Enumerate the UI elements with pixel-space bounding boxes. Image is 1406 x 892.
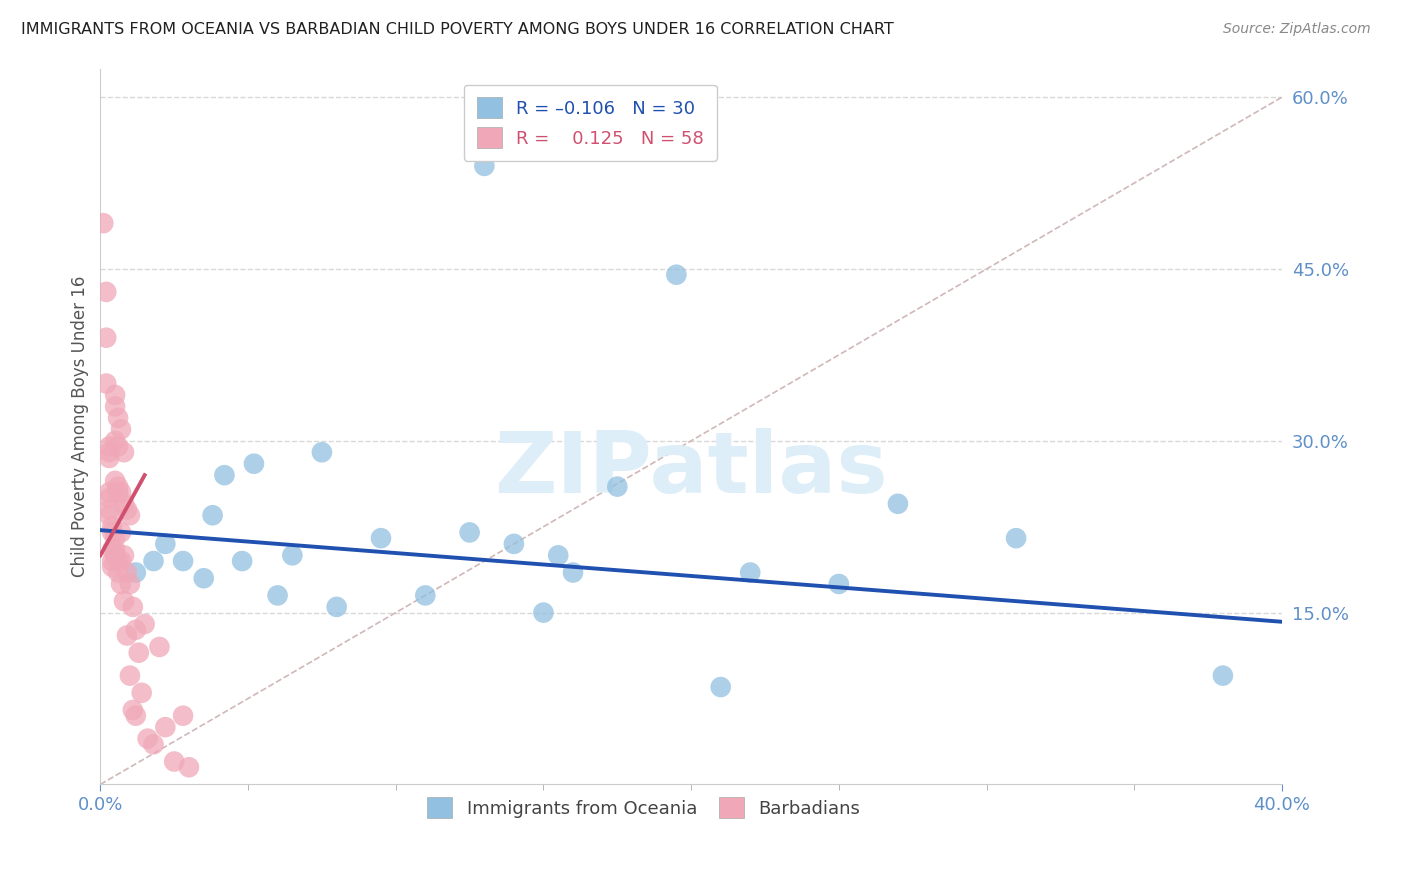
Point bbox=[115, 502, 138, 516]
Point bbox=[136, 731, 159, 746]
Point bbox=[110, 525, 132, 540]
Point bbox=[142, 554, 165, 568]
Point bbox=[112, 549, 135, 563]
Point bbox=[98, 485, 121, 500]
Point bbox=[115, 566, 138, 580]
Point bbox=[1005, 531, 1028, 545]
Point bbox=[125, 708, 148, 723]
Point bbox=[155, 537, 177, 551]
Point bbox=[107, 554, 129, 568]
Point bbox=[104, 388, 127, 402]
Point bbox=[128, 646, 150, 660]
Point bbox=[110, 577, 132, 591]
Point bbox=[125, 566, 148, 580]
Text: Source: ZipAtlas.com: Source: ZipAtlas.com bbox=[1223, 22, 1371, 37]
Point bbox=[104, 542, 127, 557]
Point bbox=[740, 566, 762, 580]
Point bbox=[134, 617, 156, 632]
Point bbox=[112, 445, 135, 459]
Point bbox=[163, 755, 186, 769]
Point bbox=[118, 577, 141, 591]
Point bbox=[131, 686, 153, 700]
Point bbox=[107, 410, 129, 425]
Point bbox=[98, 502, 121, 516]
Point bbox=[101, 559, 124, 574]
Point bbox=[104, 474, 127, 488]
Point bbox=[101, 519, 124, 533]
Point bbox=[98, 445, 121, 459]
Point bbox=[96, 285, 118, 299]
Point bbox=[110, 422, 132, 436]
Point bbox=[887, 497, 910, 511]
Point bbox=[118, 668, 141, 682]
Point bbox=[413, 589, 436, 603]
Point bbox=[665, 268, 688, 282]
Point bbox=[1212, 668, 1234, 682]
Point bbox=[110, 554, 132, 568]
Point bbox=[562, 566, 585, 580]
Point bbox=[96, 331, 118, 345]
Point bbox=[104, 549, 127, 563]
Point bbox=[91, 216, 114, 230]
Point bbox=[828, 577, 851, 591]
Point bbox=[107, 566, 129, 580]
Point bbox=[112, 594, 135, 608]
Point bbox=[231, 554, 253, 568]
Point bbox=[96, 376, 118, 391]
Point bbox=[125, 623, 148, 637]
Point bbox=[142, 737, 165, 751]
Point bbox=[121, 703, 143, 717]
Point bbox=[370, 531, 392, 545]
Point bbox=[474, 159, 496, 173]
Text: IMMIGRANTS FROM OCEANIA VS BARBADIAN CHILD POVERTY AMONG BOYS UNDER 16 CORRELATI: IMMIGRANTS FROM OCEANIA VS BARBADIAN CHI… bbox=[21, 22, 894, 37]
Point bbox=[118, 508, 141, 523]
Point bbox=[110, 485, 132, 500]
Y-axis label: Child Poverty Among Boys Under 16: Child Poverty Among Boys Under 16 bbox=[72, 276, 89, 577]
Point bbox=[98, 450, 121, 465]
Point bbox=[121, 599, 143, 614]
Point bbox=[101, 554, 124, 568]
Point bbox=[458, 525, 481, 540]
Point bbox=[107, 485, 129, 500]
Point bbox=[104, 549, 127, 563]
Point bbox=[177, 760, 200, 774]
Point bbox=[243, 457, 266, 471]
Point bbox=[214, 468, 236, 483]
Point bbox=[266, 589, 288, 603]
Point bbox=[281, 549, 304, 563]
Point bbox=[115, 628, 138, 642]
Point bbox=[98, 440, 121, 454]
Point bbox=[201, 508, 224, 523]
Point bbox=[98, 508, 121, 523]
Point bbox=[148, 640, 170, 654]
Point bbox=[101, 525, 124, 540]
Point bbox=[101, 542, 124, 557]
Legend: Immigrants from Oceania, Barbadians: Immigrants from Oceania, Barbadians bbox=[420, 790, 868, 825]
Point bbox=[104, 531, 127, 545]
Point bbox=[104, 400, 127, 414]
Point bbox=[193, 571, 215, 585]
Text: ZIPatlas: ZIPatlas bbox=[495, 428, 889, 511]
Point bbox=[98, 491, 121, 505]
Point bbox=[325, 599, 347, 614]
Point bbox=[547, 549, 569, 563]
Point bbox=[112, 497, 135, 511]
Point bbox=[155, 720, 177, 734]
Point bbox=[104, 434, 127, 448]
Point bbox=[710, 680, 733, 694]
Point bbox=[107, 440, 129, 454]
Point bbox=[311, 445, 333, 459]
Point bbox=[533, 606, 555, 620]
Point bbox=[503, 537, 526, 551]
Point bbox=[606, 480, 628, 494]
Point bbox=[172, 554, 194, 568]
Point bbox=[172, 708, 194, 723]
Point bbox=[107, 480, 129, 494]
